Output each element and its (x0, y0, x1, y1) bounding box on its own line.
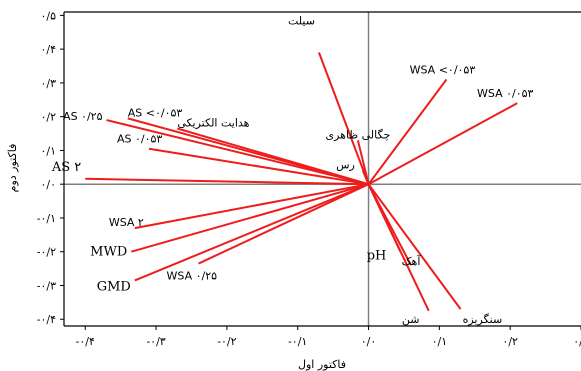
y-tick-label: ۰/۴ (40, 43, 56, 56)
y-tick-label: -۰/۴ (37, 313, 56, 326)
x-axis-title: فاکتور اول (298, 358, 346, 371)
y-axis-title: فاکتور دوم (6, 144, 19, 193)
x-tick-label: ۰/۲ (502, 335, 518, 348)
vector-label: شن (402, 313, 420, 326)
loading-vector (177, 127, 369, 186)
vector-label: AS ۰/۰۵۳ (117, 133, 162, 146)
vector-label: AS <۰/۰۵۳ (128, 106, 183, 119)
loading-vector (368, 102, 518, 186)
y-tick-label: ۰/۵ (40, 9, 56, 22)
vector-label: WSA ۲ (109, 216, 144, 229)
y-tick-label: -۰/۲ (37, 246, 56, 259)
loading-vector (356, 140, 370, 185)
vector-label: WSA <۰/۰۵۳ (410, 64, 476, 77)
vector-label: هدایت الکتریکی (177, 116, 249, 129)
x-tick-label: ۰/۱ (432, 335, 448, 348)
x-tick-label: -۰/۱ (288, 335, 307, 348)
axis-ticks: -۰/۴ -۰/۳ -۰/۲ -۰/۱ ۰/۰ ۰/۱ ۰/۲ ۰/۳ ۰/۵ ۰/۴ ۰/۳ ۰/۲… (37, 9, 581, 348)
vector-label: آهک (402, 254, 422, 268)
vector-label: چگالی ظاهری (325, 128, 390, 141)
y-tick-label: ۰/۱ (40, 144, 56, 157)
loading-vector (85, 177, 369, 186)
x-tick-label: -۰/۴ (76, 335, 95, 348)
loading-vector (134, 183, 369, 230)
vector-label: رس (336, 159, 355, 172)
loading-vectors (85, 52, 518, 312)
y-tick-label: ۰/۳ (40, 77, 56, 90)
y-tick-label: ۰/۰ (40, 178, 56, 191)
vector-label: WSA ۰/۲۵ (167, 270, 218, 283)
loading-vector (367, 183, 462, 310)
vector-label: MWD (90, 245, 127, 260)
vector-label: سیلت (288, 15, 315, 28)
loading-vector (367, 183, 430, 312)
y-tick-label: -۰/۳ (37, 279, 56, 292)
x-tick-label: -۰/۲ (217, 335, 236, 348)
y-tick-label: ۰/۲ (40, 111, 56, 124)
loading-vector (131, 183, 369, 253)
vector-label: سنگریزه (463, 313, 503, 326)
loading-vector (361, 170, 370, 185)
vector-label: WSA ۰/۰۵۳ (477, 87, 534, 100)
x-tick-label: ۰/۰ (361, 335, 377, 348)
vector-label: GMD (97, 279, 131, 294)
plot-frame (63, 11, 581, 327)
x-tick-label: -۰/۳ (146, 335, 165, 348)
x-tick-label: ۰/۳ (573, 335, 581, 348)
loading-vector (198, 183, 369, 265)
loading-vector (134, 183, 369, 282)
y-tick-label: -۰/۱ (37, 212, 56, 225)
vector-label: AS ۲ (51, 160, 81, 175)
loading-vector (367, 78, 448, 185)
vector-label: AS ۰/۲۵ (63, 110, 103, 123)
loading-vector (106, 119, 369, 186)
loading-vector (318, 52, 370, 185)
loading-vector (148, 147, 369, 186)
vector-label: pH (367, 249, 387, 264)
